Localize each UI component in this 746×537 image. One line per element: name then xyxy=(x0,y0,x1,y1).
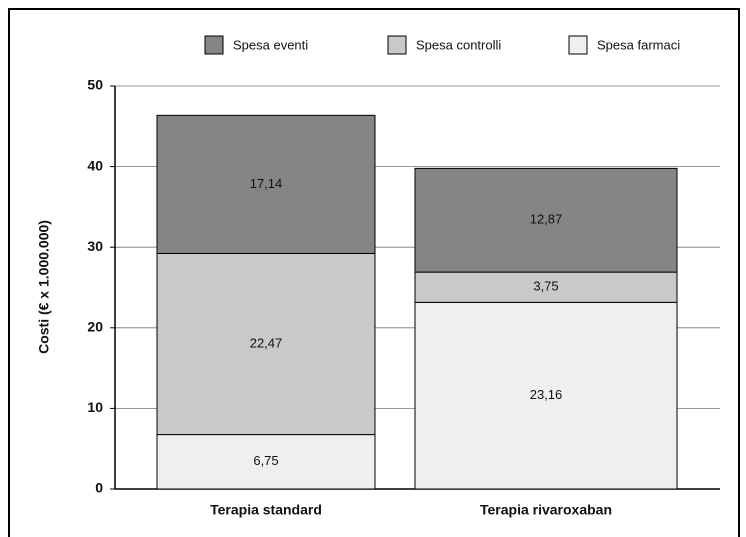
bar-segment xyxy=(156,434,376,490)
legend-swatch xyxy=(204,35,224,55)
bar-segment xyxy=(414,271,678,303)
value-label: 22,47 xyxy=(250,335,283,350)
legend-label: Spesa eventi xyxy=(233,37,308,52)
y-tick-label: 20 xyxy=(87,319,103,335)
value-label: 17,14 xyxy=(250,176,283,191)
y-tick-label: 0 xyxy=(95,480,103,496)
bar-segment xyxy=(156,252,376,436)
value-label: 3,75 xyxy=(533,279,558,294)
value-label: 23,16 xyxy=(530,387,563,402)
y-axis-label: Costi (€ x 1.000.000) xyxy=(36,220,52,354)
frame xyxy=(8,8,740,537)
bar-segment xyxy=(414,301,678,490)
legend-label: Spesa farmaci xyxy=(597,37,680,52)
x-tick-label: Terapia rivaroxaban xyxy=(480,502,612,518)
legend-swatch xyxy=(387,35,407,55)
x-tick-label: Terapia standard xyxy=(210,502,322,518)
legend-label: Spesa controlli xyxy=(416,37,501,52)
y-tick-label: 10 xyxy=(87,399,103,415)
y-tick-label: 50 xyxy=(87,77,103,93)
value-label: 6,75 xyxy=(253,453,278,468)
y-tick-label: 30 xyxy=(87,238,103,254)
y-tick-label: 40 xyxy=(87,157,103,173)
bar-segment xyxy=(414,167,678,273)
value-label: 12,87 xyxy=(530,212,563,227)
bar-segment xyxy=(156,114,376,254)
legend-swatch xyxy=(568,35,588,55)
